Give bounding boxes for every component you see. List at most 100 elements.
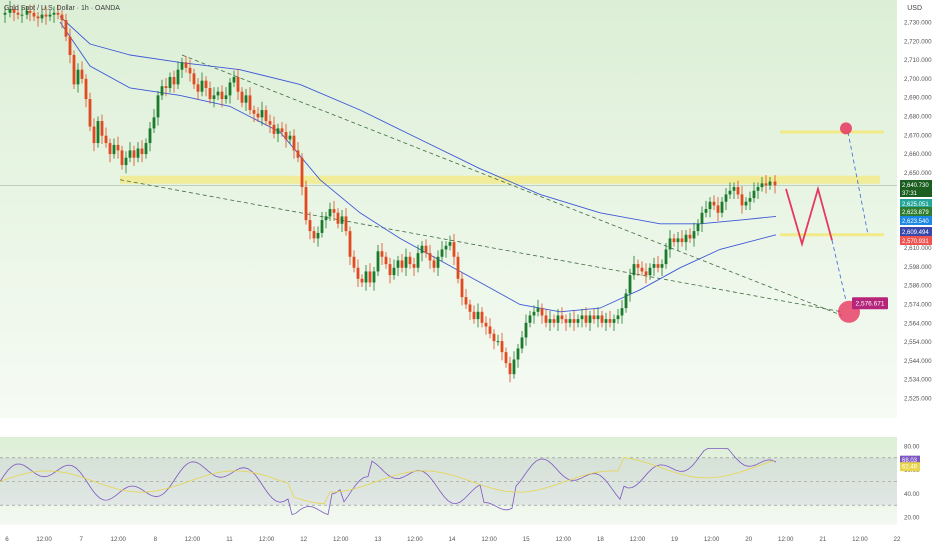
candle-body: [680, 238, 684, 243]
candle-body: [736, 187, 740, 195]
candle-body: [372, 271, 376, 283]
time-axis-tick: 12: [300, 536, 307, 543]
price-axis-tick: 2,574.000: [904, 302, 932, 309]
time-axis[interactable]: 6 12:00 7 12:00 8 12:00 11 12:00 12 12:00 13 12:00 1…: [5, 536, 901, 543]
candle-body: [640, 267, 644, 272]
candle-body: [524, 322, 528, 338]
annotation-label-box: [852, 297, 888, 310]
candle-body: [464, 297, 468, 305]
candle-body: [436, 256, 440, 268]
candle-body: [700, 212, 704, 224]
price-axis-tick: 2,730.000: [904, 20, 932, 27]
candle-body: [500, 341, 504, 353]
candle-body: [328, 209, 332, 217]
candle-body: [576, 319, 580, 323]
candle-body: [196, 84, 200, 92]
candle-body: [288, 135, 292, 140]
candle-body: [648, 267, 652, 276]
candle-body: [624, 293, 628, 309]
candle-body: [552, 319, 556, 323]
candle-body: [332, 209, 336, 213]
time-axis-tick: 12:00: [630, 536, 646, 543]
rsi-axis-tick: 80.00: [904, 444, 920, 451]
candle-body: [752, 190, 756, 199]
candle-body: [172, 77, 176, 85]
candle-body: [352, 256, 356, 268]
candle-body: [468, 304, 472, 312]
candle-body: [112, 144, 116, 155]
candle-body: [308, 220, 312, 232]
support-resistance-levels: [0, 130, 897, 237]
candle-body: [560, 315, 564, 320]
candle-body: [716, 205, 720, 213]
price-axis-tick: 2,564.000: [904, 320, 932, 327]
candle-body: [616, 315, 620, 320]
rsi-signal-line: [0, 456, 775, 505]
candle-body: [636, 264, 640, 268]
candle-body: [280, 128, 284, 133]
candle-body: [312, 231, 316, 239]
candle-body: [148, 128, 152, 144]
price-tag-box: [900, 207, 932, 216]
price-tag-value: 2,625.051: [902, 202, 929, 208]
candle-body: [200, 80, 204, 92]
candle-body: [44, 14, 48, 17]
candle-body: [72, 55, 76, 85]
time-axis-tick: 12:00: [333, 536, 349, 543]
price-axis-tick: 2,670.000: [904, 132, 932, 139]
candle-body: [216, 91, 220, 96]
candle-body: [488, 326, 492, 334]
candle-body: [192, 73, 196, 85]
price-axis-tick: 2,525.000: [904, 396, 932, 403]
candle-body: [564, 319, 568, 323]
candle-body: [296, 150, 300, 158]
candle-body: [360, 278, 364, 283]
candle-body: [504, 352, 508, 364]
price-axis-tick: 2,598.000: [904, 264, 932, 271]
candle-body: [108, 143, 112, 155]
candle-body: [744, 201, 748, 206]
candle-body: [16, 12, 20, 15]
price-tag-box: [900, 227, 932, 236]
candle-body: [536, 308, 540, 312]
time-axis-tick: 7: [79, 536, 83, 543]
candle-body: [684, 234, 688, 243]
candle-body: [452, 242, 456, 257]
trend-lines: [119, 54, 843, 316]
candle-body: [356, 267, 360, 279]
candle-body: [256, 113, 260, 118]
candle-body: [92, 126, 96, 144]
candle-body: [704, 209, 708, 213]
candle-body: [336, 212, 340, 224]
candle-body: [460, 278, 464, 298]
moving-average-fast: [59, 21, 777, 313]
candle-body: [760, 183, 764, 188]
candle-body: [224, 95, 228, 100]
candle-body: [48, 14, 52, 17]
price-tags: 2,640.730 37:31 2,625.051 2,623.879 2,623.54…: [900, 180, 932, 245]
candle-body: [448, 242, 452, 246]
price-tag-value: 2,570.931: [902, 239, 929, 245]
price-axis-tick: 2,680.000: [904, 114, 932, 121]
candle-body: [740, 194, 744, 206]
candle-body: [104, 135, 108, 144]
candle-body: [404, 256, 408, 268]
candle-body: [544, 315, 548, 323]
candle-body: [668, 238, 672, 250]
candle-body: [732, 187, 736, 191]
candle-body: [348, 231, 352, 257]
candle-body: [420, 245, 424, 254]
candle-body: [676, 238, 680, 243]
candle-body: [316, 232, 320, 239]
candle-body: [300, 157, 304, 188]
candle-body: [12, 9, 16, 13]
candle-body: [384, 256, 388, 265]
candle-body: [260, 110, 264, 118]
price-axis-tick: 2,690.000: [904, 95, 932, 102]
candle-body: [412, 264, 416, 268]
candle-body: [440, 249, 444, 257]
candle-body: [25, 10, 29, 15]
candle-body: [656, 264, 660, 268]
